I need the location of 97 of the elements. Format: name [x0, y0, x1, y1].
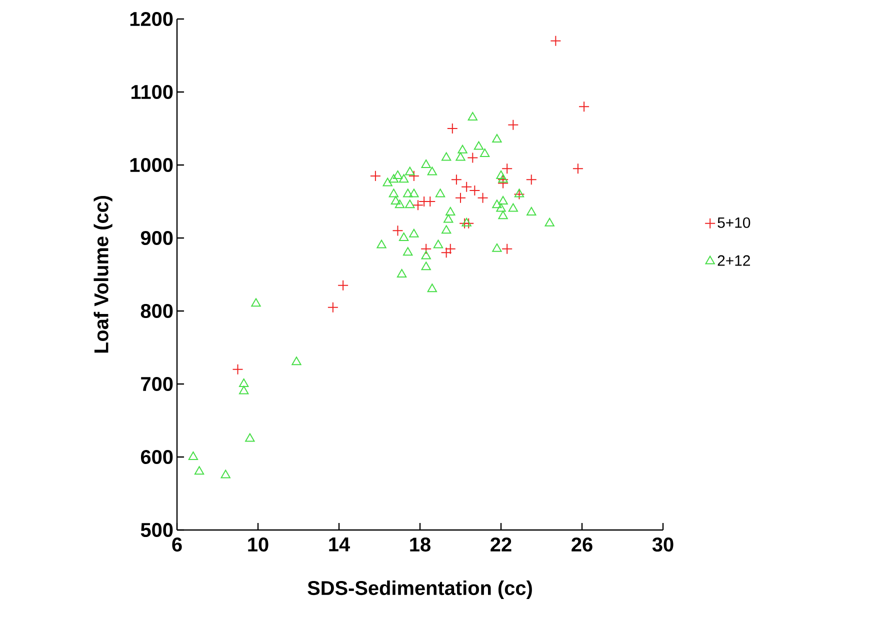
point: [292, 356, 302, 366]
point: [398, 174, 409, 183]
point: [456, 152, 466, 161]
y-tick-label: 700: [141, 376, 173, 392]
point: [467, 152, 478, 164]
point: [458, 144, 468, 154]
point: [446, 122, 458, 134]
point: [462, 218, 472, 226]
point: [440, 247, 452, 258]
point: [480, 148, 490, 158]
point: [444, 214, 454, 223]
point: [388, 174, 399, 183]
point: [403, 247, 413, 256]
point: [492, 200, 502, 208]
point: [388, 188, 399, 198]
point: [450, 174, 462, 186]
x-tick-label: 22: [490, 538, 512, 552]
point: [461, 181, 472, 192]
point: [572, 163, 584, 174]
point: [338, 280, 349, 291]
point: [477, 192, 488, 204]
point: [469, 185, 480, 196]
point: [220, 470, 230, 478]
point: [327, 302, 338, 313]
x-tick-label: 6: [172, 538, 182, 552]
point: [455, 192, 466, 204]
point: [502, 243, 513, 254]
y-tick-label: 800: [140, 304, 173, 318]
point: [508, 203, 518, 212]
point: [433, 240, 444, 248]
point: [474, 141, 484, 150]
point: [496, 170, 506, 179]
point: [409, 228, 419, 238]
point: [409, 188, 419, 198]
y-axis-title: Loaf Volume (cc): [94, 196, 112, 353]
point: [396, 268, 407, 278]
point: [239, 386, 249, 394]
point: [526, 174, 537, 186]
point: [382, 178, 392, 186]
point: [427, 284, 437, 292]
point: [468, 112, 478, 121]
point: [403, 188, 413, 198]
x-tick-label: 14: [329, 538, 350, 552]
point: [398, 232, 409, 241]
point: [498, 210, 508, 220]
point: [376, 240, 386, 248]
point: [544, 218, 554, 226]
point: [514, 188, 524, 198]
x-tick-label: 26: [572, 538, 592, 552]
point: [232, 364, 244, 375]
point: [514, 188, 525, 200]
point: [498, 196, 508, 204]
point: [442, 152, 452, 161]
x-tick-label: 10: [248, 538, 268, 552]
point: [492, 134, 502, 142]
point: [405, 166, 415, 176]
point: [446, 206, 456, 216]
point: [502, 163, 513, 174]
y-tick-label: 900: [140, 230, 173, 246]
point: [370, 170, 381, 182]
y-tick-label: 500: [140, 522, 173, 538]
y-tick-label: 1200: [130, 12, 173, 26]
legend-label: 2+12: [718, 255, 750, 266]
y-tick-label: 1000: [130, 158, 173, 172]
point: [508, 119, 519, 130]
point: [578, 101, 590, 112]
point: [392, 170, 403, 179]
point: [444, 243, 456, 254]
point: [194, 466, 204, 475]
point: [251, 298, 261, 307]
point: [492, 243, 502, 252]
point: [392, 225, 404, 236]
y-tick-label: 1100: [132, 84, 173, 100]
point: [496, 203, 506, 212]
x-axis-title: SDS-Sedimentation (cc): [308, 580, 532, 600]
point: [390, 196, 401, 204]
y-tick-label: 600: [140, 450, 173, 464]
point: [239, 378, 249, 387]
point: [498, 174, 508, 183]
point: [408, 170, 420, 182]
point: [245, 433, 255, 442]
point: [550, 35, 562, 46]
point: [427, 166, 437, 176]
x-tick-label: 30: [652, 538, 674, 552]
point: [526, 206, 536, 216]
point: [421, 262, 431, 270]
x-tick-label: 18: [410, 538, 430, 552]
point: [421, 159, 431, 168]
point: [188, 451, 198, 460]
point: [420, 243, 432, 254]
point: [412, 200, 424, 211]
point: [442, 225, 452, 234]
point: [421, 250, 431, 260]
point: [405, 200, 415, 208]
point: [394, 200, 405, 208]
point: [435, 188, 446, 198]
legend-label: 5+10: [718, 217, 750, 228]
